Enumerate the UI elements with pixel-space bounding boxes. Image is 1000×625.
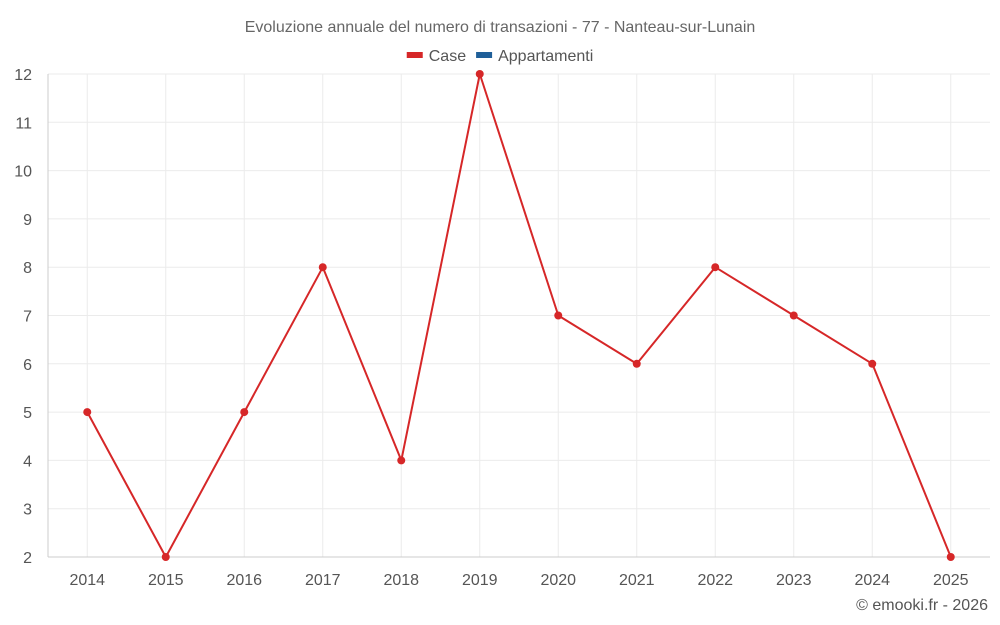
grid xyxy=(48,73,990,558)
data-point[interactable] xyxy=(397,456,406,465)
x-tick-label: 2025 xyxy=(933,572,969,589)
y-tick-label: 8 xyxy=(23,260,32,277)
data-point[interactable] xyxy=(475,70,484,78)
x-tick-label: 2014 xyxy=(69,572,105,589)
y-tick-label: 9 xyxy=(23,212,32,229)
x-tick-label: 2020 xyxy=(540,572,576,589)
data-point[interactable] xyxy=(946,553,955,561)
y-tick-label: 4 xyxy=(23,453,32,470)
y-tick-label: 6 xyxy=(23,357,32,374)
series-line-case xyxy=(86,73,952,558)
y-tick-label: 7 xyxy=(23,309,32,326)
legend-swatch xyxy=(476,52,493,58)
x-tick-label: 2022 xyxy=(697,572,733,589)
y-tick-label: 12 xyxy=(14,67,32,84)
x-tick-label: 2019 xyxy=(462,572,498,589)
data-point[interactable] xyxy=(632,359,641,368)
x-tick-label: 2017 xyxy=(305,572,341,589)
y-tick-label: 3 xyxy=(23,502,32,519)
legend-label: Case xyxy=(429,48,466,65)
data-point[interactable] xyxy=(711,263,720,272)
series-layer xyxy=(83,70,955,561)
x-tick-label: 2015 xyxy=(148,572,184,589)
data-point[interactable] xyxy=(161,553,170,561)
credit-text: © emooki.fr - 2026 xyxy=(856,597,988,614)
y-tick-label: 2 xyxy=(23,550,32,567)
y-tick-label: 10 xyxy=(14,164,32,181)
chart-title: Evoluzione annuale del numero di transaz… xyxy=(245,19,756,36)
y-tick-label: 5 xyxy=(23,405,32,422)
data-point[interactable] xyxy=(240,408,249,417)
axes: 2 3 4 5 6 7 8 9 10 11 12 2014 2015 2016 2017 2018 2019 20… xyxy=(14,67,990,589)
data-point[interactable] xyxy=(83,408,92,417)
y-tick-label: 11 xyxy=(15,115,32,132)
legend-label: Appartamenti xyxy=(498,48,593,65)
data-point[interactable] xyxy=(868,359,877,368)
x-tick-label: 2023 xyxy=(776,572,812,589)
x-tick-label: 2018 xyxy=(383,572,419,589)
legend: Case Appartamenti xyxy=(406,48,593,65)
data-point[interactable] xyxy=(318,263,327,272)
data-point[interactable] xyxy=(789,311,798,320)
x-tick-label: 2021 xyxy=(619,572,655,589)
x-tick-label: 2024 xyxy=(854,572,890,589)
legend-swatch xyxy=(406,52,423,58)
x-tick-label: 2016 xyxy=(226,572,262,589)
data-point[interactable] xyxy=(554,311,563,320)
